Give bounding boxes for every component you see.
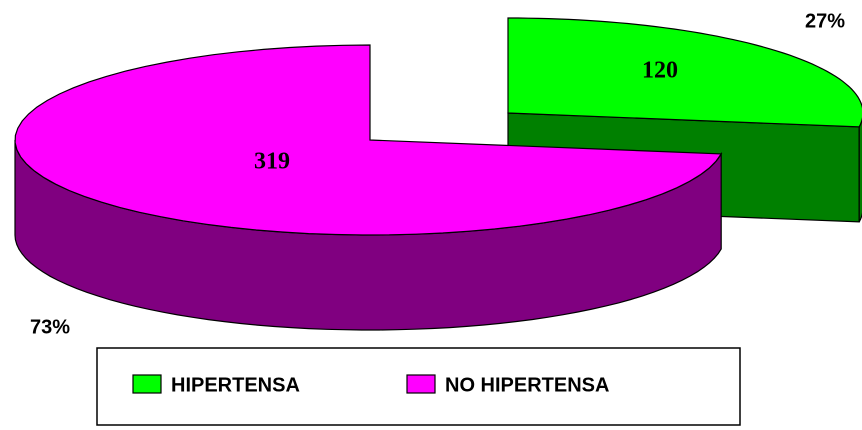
legend-label: HIPERTENSA bbox=[171, 374, 300, 396]
legend-swatch bbox=[132, 374, 162, 394]
slice bbox=[507, 17, 862, 128]
legend-swatch bbox=[406, 374, 436, 394]
pie bbox=[14, 17, 862, 331]
data-label: 120 bbox=[642, 58, 678, 84]
legend: HIPERTENSA NO HIPERTENSA bbox=[132, 374, 609, 396]
slice-wall bbox=[858, 117, 862, 223]
legend-box bbox=[96, 347, 741, 426]
percent-label: 73% bbox=[30, 316, 70, 338]
slice bbox=[14, 44, 723, 236]
percent-label: 27% bbox=[805, 10, 845, 32]
data-label: 319 bbox=[254, 149, 290, 175]
legend-label: NO HIPERTENSA bbox=[445, 374, 609, 396]
